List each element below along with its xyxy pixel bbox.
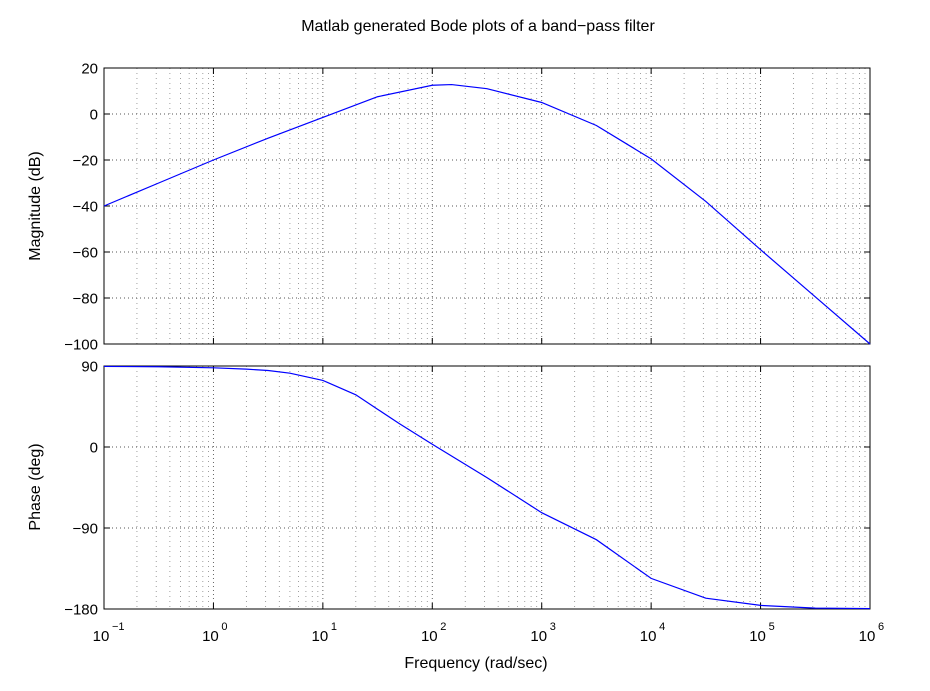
phase-ticks: 90 0 −90 −180 [64, 359, 871, 619]
y-tick-label: −40 [73, 199, 98, 216]
x-tick-label: 10 [202, 628, 219, 645]
magnitude-ylabel: Magnitude (dB) [27, 151, 44, 260]
magnitude-axes-box [103, 67, 871, 345]
chart-title: Matlab generated Bode plots of a band−pa… [301, 18, 655, 35]
x-tick-exponent: 3 [550, 621, 556, 633]
y-tick-label: −20 [73, 153, 98, 170]
x-tick-exponent: 0 [221, 621, 227, 633]
x-tick-label: 10 [530, 628, 547, 645]
magnitude-series-line [103, 83, 871, 345]
x-tick-label: 10 [640, 628, 657, 645]
y-tick-label: −60 [73, 245, 98, 262]
x-tick-exponent: 4 [659, 621, 665, 633]
x-tick-exponent: 5 [769, 621, 775, 633]
x-tick-label: 10 [93, 628, 110, 645]
x-tick-label: 10 [312, 628, 329, 645]
x-tick-exponent: 1 [331, 621, 337, 633]
phase-series-line [103, 365, 871, 610]
y-tick-label: −80 [73, 291, 98, 308]
x-tick-exponent: 2 [440, 621, 446, 633]
x-tick-exponent: 6 [878, 621, 884, 633]
x-tick-label: 10 [859, 628, 876, 645]
y-tick-label: −90 [73, 521, 98, 538]
magnitude-ticks: 20 0 −20 −40 −60 −80 −100 [64, 61, 871, 354]
y-tick-label: 0 [90, 107, 98, 124]
x-tick-label: 10 [421, 628, 438, 645]
x-tick-exponent: −1 [112, 621, 125, 633]
y-tick-label: −100 [64, 337, 98, 354]
magnitude-grid [103, 67, 871, 345]
y-tick-label: 20 [81, 61, 98, 78]
y-tick-label: 90 [81, 359, 98, 376]
phase-axes-box [103, 365, 871, 610]
phase-grid [103, 365, 871, 610]
x-axis-label: Frequency (rad/sec) [404, 655, 547, 672]
phase-ylabel: Phase (deg) [27, 443, 44, 530]
y-tick-label: 0 [90, 440, 98, 457]
x-tick-label: 10 [749, 628, 766, 645]
y-tick-label: −180 [64, 602, 98, 619]
